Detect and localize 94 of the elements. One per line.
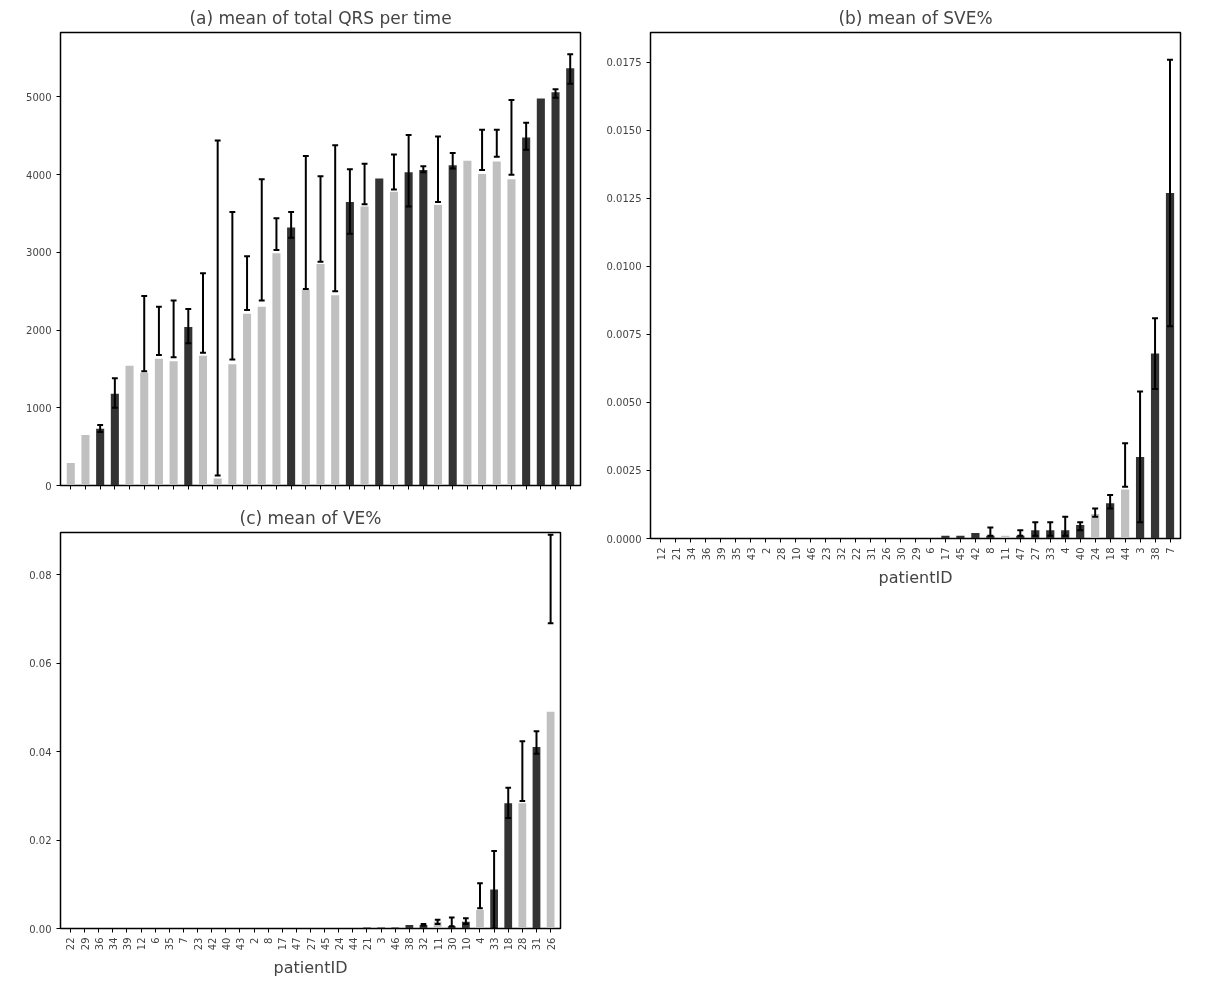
x-tick-label: 32 (835, 547, 847, 561)
x-tick-label: 31 (531, 937, 543, 951)
x-tick-label: 3 (376, 937, 388, 944)
x-tick-label: 6 (150, 937, 162, 944)
x-tick-label: 24 (1090, 547, 1102, 561)
x-tick-label: 22 (850, 547, 862, 561)
x-tick-label: 26 (545, 937, 557, 951)
x-tick-label: 29 (79, 937, 91, 951)
x-tick-label: 2 (249, 937, 260, 944)
y-tick-label: 0.0150 (606, 125, 642, 137)
x-tick-label: 33 (489, 937, 501, 951)
x-tick-label: 32 (418, 937, 430, 951)
x-tick-label: 45 (319, 937, 331, 951)
x-tick-label: 17 (940, 547, 952, 561)
x-tick-label: 22 (65, 937, 77, 951)
chart-title: (b) mean of SVE% (838, 7, 993, 28)
y-tick-label: 0.00 (29, 923, 52, 935)
x-tick-label: 24 (333, 937, 345, 951)
x-tick-label: 27 (1030, 547, 1042, 561)
y-tick-label: 0.0000 (606, 533, 642, 545)
x-tick-label: 40 (220, 937, 232, 951)
x-tick-label: 39 (121, 937, 133, 951)
x-tick-label: 36 (700, 547, 712, 561)
x-tick-label: 46 (805, 547, 817, 561)
x-tick-label: 4 (474, 937, 486, 944)
x-tick-label: 38 (1150, 547, 1162, 561)
y-tick-label: 0.06 (29, 658, 52, 670)
x-tick-label: 3 (1135, 547, 1147, 554)
y-tick-label: 3000 (26, 247, 52, 259)
y-tick-label: 4000 (26, 169, 52, 181)
x-tick-label: 23 (192, 937, 204, 951)
x-tick-label: 7 (1165, 547, 1177, 554)
x-tick-label: 43 (745, 547, 757, 561)
y-tick-label: 2000 (26, 325, 52, 337)
x-tick-label: 21 (670, 547, 682, 561)
y-tick-label: 0.0100 (606, 261, 642, 273)
x-tick-label: 46 (390, 937, 402, 951)
x-tick-label: 28 (517, 937, 529, 951)
x-tick-label: 33 (1045, 547, 1057, 561)
x-tick-label: 18 (503, 937, 515, 951)
x-tick-label: 35 (164, 937, 176, 951)
x-tick-label: 28 (775, 547, 787, 561)
x-tick-label: 26 (880, 547, 892, 561)
x-tick-label: 42 (206, 937, 218, 951)
x-tick-label: 45 (955, 547, 967, 561)
chart-title: (a) mean of total QRS per time (189, 7, 452, 28)
x-tick-label: 44 (1120, 547, 1132, 561)
x-tick-label: 4 (1060, 547, 1072, 554)
y-tick-label: 5000 (26, 91, 52, 103)
x-tick-label: 44 (347, 937, 359, 951)
y-tick-label: 0 (45, 480, 52, 492)
x-tick-label: 29 (910, 547, 922, 561)
y-tick-label: 1000 (26, 402, 52, 414)
y-tick-label: 0.02 (29, 835, 52, 847)
x-tick-label: 7 (178, 937, 190, 944)
y-tick-label: 0.0050 (606, 397, 642, 409)
x-tick-label: 10 (460, 937, 472, 951)
y-tick-label: 0.0025 (606, 465, 642, 477)
y-tick-label: 0.0075 (606, 329, 642, 341)
x-tick-label: 34 (107, 937, 119, 951)
x-tick-label: 11 (432, 937, 444, 951)
chart-title: (c) mean of VE% (239, 507, 382, 528)
y-tick-label: 0.0175 (606, 57, 642, 69)
x-tick-label: 12 (136, 937, 148, 951)
x-tick-label: 42 (970, 547, 982, 561)
x-axis-title: patientID (273, 958, 348, 978)
x-tick-label: 38 (404, 937, 416, 951)
x-tick-label: 31 (865, 547, 877, 561)
x-tick-label: 40 (1075, 547, 1087, 561)
y-tick-label: 0.08 (29, 569, 52, 581)
x-tick-label: 8 (985, 547, 997, 554)
y-tick-label: 0.0125 (606, 193, 642, 205)
x-tick-label: 30 (446, 937, 458, 951)
x-tick-label: 17 (277, 937, 289, 951)
x-tick-label: 12 (655, 547, 667, 561)
x-tick-label: 23 (820, 547, 832, 561)
x-tick-label: 11 (1000, 547, 1012, 561)
x-tick-label: 27 (305, 937, 317, 951)
x-tick-label: 21 (362, 937, 373, 951)
x-tick-label: 43 (234, 937, 246, 951)
x-tick-label: 18 (1105, 547, 1117, 561)
x-tick-label: 35 (730, 547, 742, 561)
x-tick-label: 39 (715, 547, 727, 561)
x-tick-label: 47 (1015, 547, 1027, 561)
x-tick-label: 47 (291, 937, 303, 951)
x-tick-label: 30 (895, 547, 907, 561)
x-tick-label: 8 (263, 937, 275, 944)
x-axis-title: patientID (878, 568, 953, 588)
x-tick-label: 6 (925, 547, 937, 554)
x-tick-label: 2 (760, 547, 772, 554)
x-tick-label: 34 (685, 547, 697, 561)
x-tick-label: 36 (93, 937, 105, 951)
x-tick-label: 10 (790, 547, 802, 561)
y-tick-label: 0.04 (29, 746, 52, 758)
